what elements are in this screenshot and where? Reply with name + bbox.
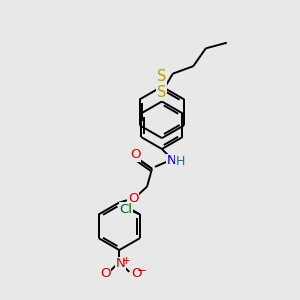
Text: N: N bbox=[167, 154, 177, 167]
Text: +: + bbox=[122, 256, 130, 266]
Text: H: H bbox=[176, 155, 185, 168]
Text: O: O bbox=[131, 267, 141, 280]
Text: O: O bbox=[130, 148, 140, 161]
Text: S: S bbox=[157, 69, 167, 84]
Text: Cl: Cl bbox=[119, 203, 133, 216]
Text: O: O bbox=[128, 192, 138, 205]
Text: N: N bbox=[116, 257, 125, 270]
Text: −: − bbox=[137, 264, 147, 278]
Text: O: O bbox=[100, 267, 111, 280]
Text: S: S bbox=[157, 85, 167, 100]
